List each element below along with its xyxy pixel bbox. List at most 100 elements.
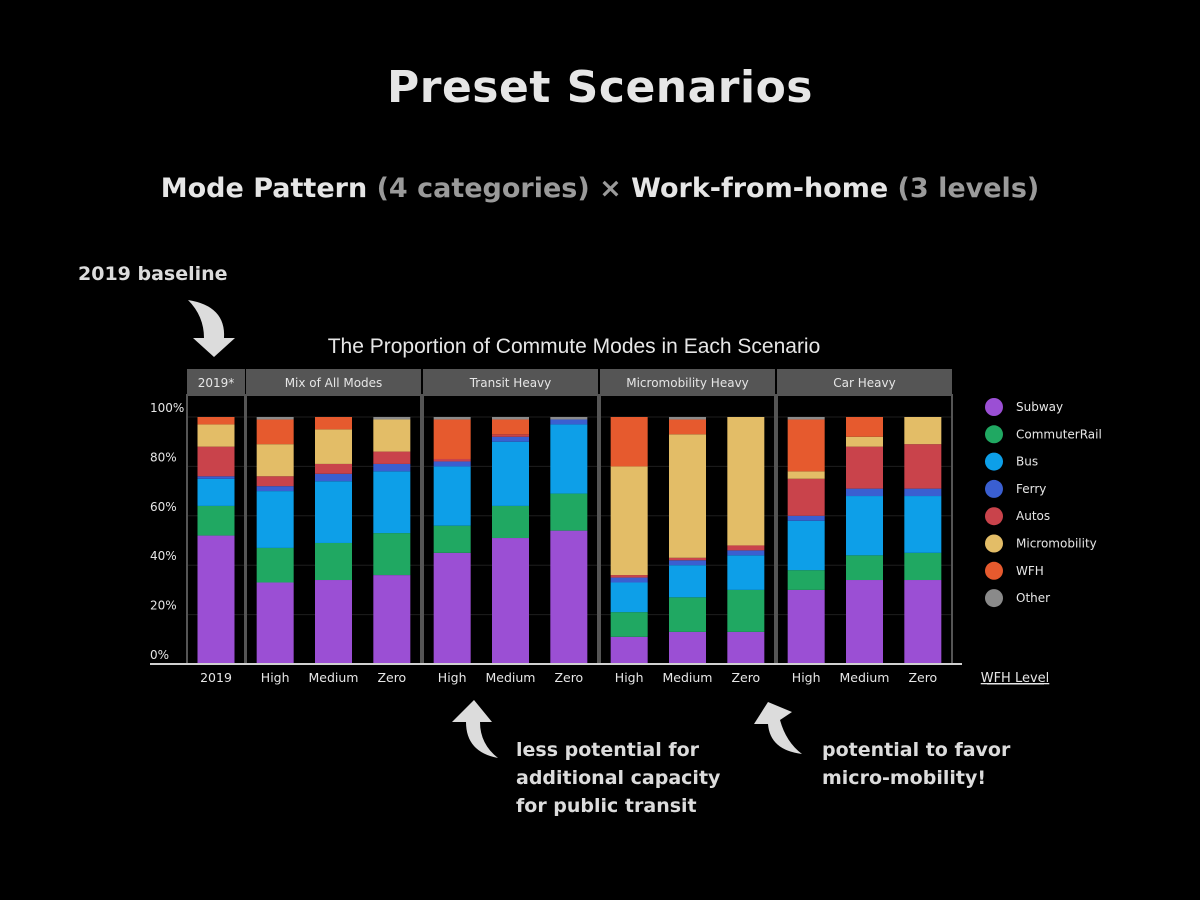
bar-segment-bus (787, 520, 825, 571)
panel-header (777, 369, 952, 395)
bar-segment-wfh (492, 419, 529, 435)
bar-segment-bus (433, 466, 471, 526)
bar-segment-ferry (610, 577, 648, 583)
bar-segment-bus (315, 481, 352, 543)
slide-subtitle: Mode Pattern (4 categories) × Work-from-… (0, 173, 1200, 204)
bar-segment-other (550, 417, 588, 420)
bar-segment-commuterrail (727, 589, 765, 632)
bar-segment-ferry (550, 419, 588, 425)
bar-segment-wfh (197, 417, 235, 425)
panel-header (246, 369, 421, 395)
panel-header (187, 369, 245, 395)
bar-segment-wfh (315, 417, 352, 430)
bar-segment-bus (550, 424, 588, 494)
note-right-line: micro-mobility! (822, 767, 987, 789)
bar-segment-wfh (433, 419, 471, 459)
slide-title: Preset Scenarios (387, 62, 813, 113)
bar-segment-autos (433, 458, 471, 462)
note-left-line: for public transit (516, 795, 697, 817)
panel-header-label: Micromobility Heavy (626, 376, 749, 390)
bar-segment-wfh (610, 417, 648, 467)
legend-label: Other (1016, 591, 1050, 605)
bar-segment-autos (846, 446, 883, 489)
panel-header (423, 369, 598, 395)
subtitle-levels: (3 levels) (888, 173, 1040, 204)
bar-segment-bus (727, 555, 765, 590)
bar-segment-autos (315, 463, 352, 474)
y-tick-label: 0% (150, 648, 169, 662)
panel-header (600, 369, 775, 395)
bar-segment-autos (373, 451, 411, 464)
bar-segment-ferry (669, 560, 706, 566)
legend-swatch (985, 507, 1003, 526)
bar-segment-autos (787, 478, 825, 516)
bar-segment-micromobility (846, 436, 883, 447)
bar-segment-subway (669, 631, 706, 664)
bar-segment-subway (727, 631, 765, 664)
legend-label: Micromobility (1016, 537, 1097, 551)
x-tick-label: Zero (377, 670, 406, 685)
bar-segment-other (433, 417, 471, 420)
subtitle-wfh: Work-from-home (631, 173, 889, 204)
bar-segment-commuterrail (846, 555, 883, 581)
x-tick-label: High (438, 670, 467, 685)
bar-segment-bus (373, 471, 411, 534)
bar-segment-bus (669, 565, 706, 598)
bar-segment-ferry (492, 436, 529, 442)
y-tick-label: 80% (150, 450, 177, 464)
y-tick-label: 40% (150, 549, 177, 563)
x-tick-label: Zero (731, 670, 760, 685)
bar-segment-micromobility (256, 444, 294, 477)
legend-swatch (985, 589, 1003, 608)
bar-segment-bus (492, 441, 529, 506)
bar-segment-micromobility (315, 429, 352, 464)
bar-segment-ferry (904, 488, 942, 497)
panel-header-label: Car Heavy (833, 376, 895, 390)
bar-segment-subway (256, 582, 294, 664)
bar-segment-subway (846, 580, 883, 664)
bar-segment-wfh (669, 419, 706, 435)
bar-segment-commuterrail (256, 547, 294, 583)
bar-segment-micromobility (197, 424, 235, 447)
bar-segment-autos (727, 545, 765, 551)
bar-segment-autos (197, 446, 235, 477)
bar-segment-bus (197, 478, 235, 506)
bar-segment-commuterrail (373, 533, 411, 576)
bar-segment-micromobility (373, 419, 411, 452)
arrow-micromobility-icon (754, 702, 802, 754)
bar-segment-other (669, 417, 706, 420)
legend-label: WFH (1016, 564, 1044, 578)
bar-segment-other (492, 417, 529, 420)
bar-segment-commuterrail (433, 525, 471, 553)
bar-segment-bus (256, 491, 294, 548)
bar-segment-subway (197, 535, 235, 664)
bar-segment-subway (550, 530, 588, 664)
baseline-label: 2019 baseline (78, 263, 228, 285)
legend-label: Ferry (1016, 482, 1046, 496)
bar-segment-commuterrail (197, 505, 235, 536)
bar-segment-commuterrail (669, 597, 706, 632)
bar-segment-subway (433, 552, 471, 664)
bar-segment-subway (904, 580, 942, 664)
bar-segment-commuterrail (904, 552, 942, 581)
x-tick-label: High (261, 670, 290, 685)
legend-label: Autos (1016, 509, 1050, 523)
x-axis-label: WFH Level (981, 671, 1050, 686)
legend-label: Subway (1016, 400, 1063, 414)
note-right: potential to favor micro-mobility! (822, 736, 1010, 792)
legend-label: Bus (1016, 455, 1038, 469)
legend-swatch (985, 479, 1003, 498)
legend-swatch (985, 534, 1003, 553)
bar-segment-commuterrail (610, 612, 648, 637)
bar-segment-ferry (433, 461, 471, 467)
bar-segment-other (373, 417, 411, 420)
x-tick-label: Medium (840, 670, 890, 685)
bar-segment-subway (373, 575, 411, 664)
note-left: less potential for additional capacity f… (516, 736, 720, 820)
subtitle-mode-pattern: Mode Pattern (160, 173, 368, 204)
bar-segment-autos (904, 444, 942, 489)
panel-header-label: Mix of All Modes (285, 376, 383, 390)
bar-segment-micromobility (669, 434, 706, 558)
panel-header-label: 2019* (198, 376, 235, 390)
